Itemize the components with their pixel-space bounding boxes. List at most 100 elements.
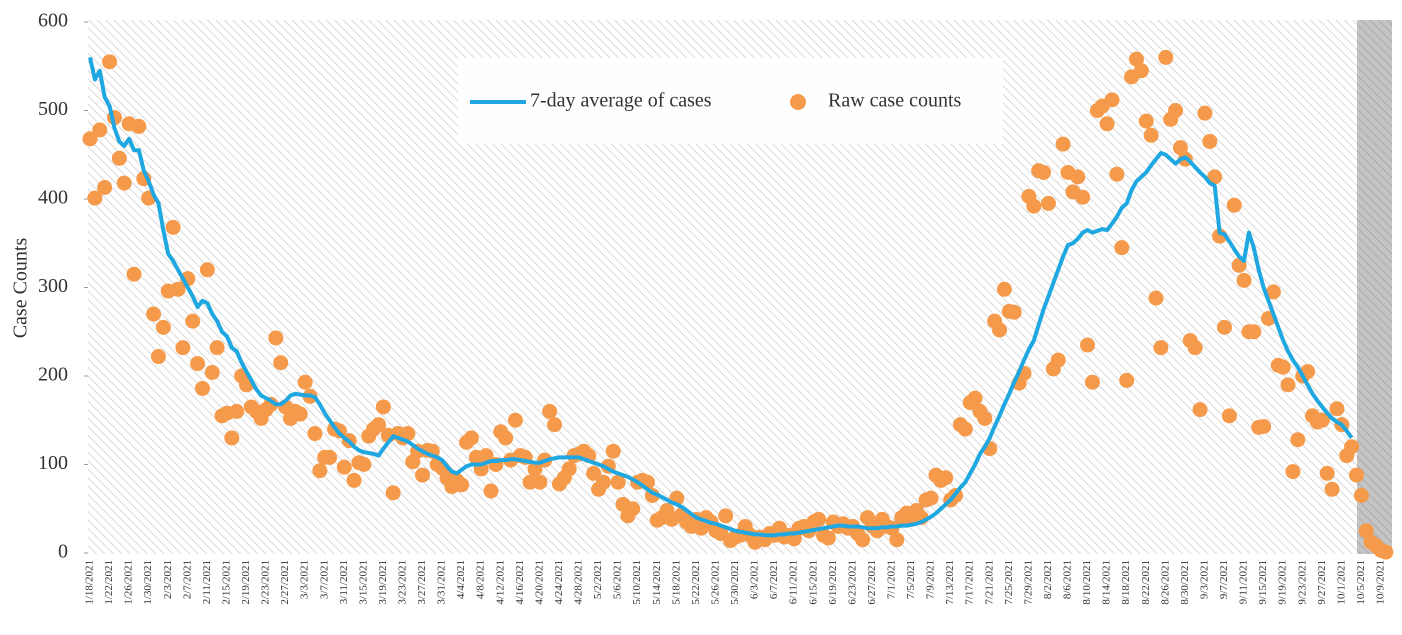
shaded-region [1357, 20, 1392, 554]
raw-point [1040, 195, 1056, 211]
raw-point [1344, 439, 1360, 455]
x-tick-label: 3/27/2021 [416, 560, 428, 605]
x-tick-label: 7/25/2021 [1003, 560, 1015, 605]
raw-point [1290, 432, 1306, 448]
x-tick-label: 8/2/2021 [1042, 560, 1054, 599]
raw-point [356, 457, 372, 472]
raw-point [938, 470, 954, 486]
x-tick-label: 6/7/2021 [768, 560, 780, 599]
raw-point [111, 150, 127, 166]
raw-point [1119, 372, 1135, 388]
raw-point [855, 532, 871, 548]
raw-point [1055, 136, 1071, 152]
x-tick-label: 9/3/2021 [1198, 560, 1210, 599]
raw-point [1358, 523, 1374, 539]
raw-point [1285, 464, 1301, 480]
raw-point [385, 485, 401, 501]
x-tick-label: 1/30/2021 [142, 560, 154, 605]
x-tick-label: 2/7/2021 [181, 560, 193, 599]
x-tick-label: 3/31/2021 [436, 560, 448, 605]
x-tick-label: 3/23/2021 [396, 560, 408, 605]
x-tick-label: 2/15/2021 [220, 560, 232, 605]
x-tick-label: 3/19/2021 [377, 560, 389, 605]
raw-point [1128, 51, 1144, 67]
raw-point [1158, 49, 1174, 65]
raw-point [102, 54, 118, 70]
raw-point [1275, 359, 1291, 375]
x-tick-label: 3/15/2021 [357, 560, 369, 605]
raw-point [1026, 198, 1042, 214]
x-tick-label: 4/12/2021 [494, 560, 506, 605]
raw-point [1246, 324, 1262, 340]
raw-point [1153, 340, 1169, 356]
x-tick-label: 6/11/2021 [788, 560, 800, 604]
raw-point [199, 262, 215, 278]
raw-point [1109, 166, 1125, 182]
raw-point [1148, 290, 1164, 306]
x-tick-label: 9/15/2021 [1257, 560, 1269, 605]
x-tick-label: 9/27/2021 [1316, 560, 1328, 605]
x-tick-label: 7/1/2021 [885, 560, 897, 599]
x-tick-label: 8/26/2021 [1159, 560, 1171, 605]
x-tick-label: 8/10/2021 [1081, 560, 1093, 605]
raw-point [1207, 169, 1223, 185]
raw-point [1221, 408, 1237, 424]
raw-point [625, 501, 641, 517]
x-tick-label: 6/3/2021 [749, 560, 761, 599]
y-axis-label: Case Counts [10, 238, 32, 339]
raw-point [1187, 340, 1203, 356]
raw-point [312, 463, 328, 479]
x-tick-label: 2/3/2021 [162, 560, 174, 599]
raw-point [718, 508, 734, 524]
average-line [88, 56, 1354, 538]
raw-point [992, 322, 1008, 338]
y-tick-label: 0 [58, 541, 68, 563]
x-tick-label: 5/30/2021 [729, 560, 741, 605]
x-tick-label: 8/30/2021 [1179, 560, 1191, 605]
raw-point [1265, 284, 1281, 300]
legend-label: 7-day average of cases [530, 90, 712, 112]
x-tick-label: 8/22/2021 [1140, 560, 1152, 605]
raw-point [185, 313, 201, 329]
raw-point [1256, 418, 1272, 434]
raw-point [1084, 374, 1100, 390]
x-tick-label: 10/5/2021 [1355, 560, 1367, 605]
x-tick-label: 2/19/2021 [240, 560, 252, 605]
raw-point [1168, 103, 1184, 118]
raw-point [87, 190, 103, 206]
raw-point [1197, 105, 1213, 121]
x-tick-label: 5/10/2021 [631, 560, 643, 605]
raw-point [923, 490, 939, 506]
x-tick-label: 2/23/2021 [260, 560, 272, 605]
raw-point [97, 179, 113, 195]
x-tick-label: 4/20/2021 [533, 560, 545, 605]
legend-dot-swatch [790, 94, 806, 110]
raw-point [1226, 197, 1242, 213]
raw-point [92, 122, 108, 138]
x-tick-label: 2/11/2021 [201, 560, 213, 604]
raw-point [542, 403, 558, 419]
x-tick-label: 6/27/2021 [866, 560, 878, 605]
x-tick-label: 4/4/2021 [455, 560, 467, 599]
raw-point [1172, 140, 1188, 156]
raw-point [204, 364, 220, 380]
x-tick-label: 9/19/2021 [1277, 560, 1289, 605]
raw-point [967, 390, 983, 406]
legend-label: Raw case counts [828, 90, 962, 112]
raw-point [307, 426, 323, 442]
x-tick-label: 9/7/2021 [1218, 560, 1230, 599]
x-tick-label: 5/22/2021 [690, 560, 702, 605]
raw-point [1104, 92, 1120, 108]
x-tick-label: 5/14/2021 [651, 560, 663, 605]
raw-point [116, 175, 132, 191]
raw-point [82, 131, 98, 147]
y-tick-label: 500 [38, 98, 68, 120]
y-tick-label: 200 [38, 364, 68, 386]
raw-point [820, 530, 836, 546]
raw-point [1099, 116, 1115, 132]
raw-point [1319, 465, 1335, 481]
y-tick-label: 600 [38, 10, 68, 32]
x-tick-label: 4/28/2021 [573, 560, 585, 605]
raw-point [1080, 337, 1096, 353]
raw-point [190, 356, 206, 372]
